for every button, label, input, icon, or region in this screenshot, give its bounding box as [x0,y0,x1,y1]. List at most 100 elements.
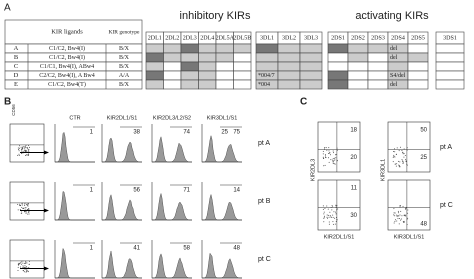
event-dot [328,147,330,149]
event-dot [18,264,20,266]
event-dot [394,220,396,222]
event-dot [25,261,27,263]
gene-cell [367,52,389,63]
event-dot [396,220,398,222]
cell-text: del [390,55,398,61]
event-dot [332,221,334,223]
quadrant-value: 18 [350,128,357,134]
gene-cell [163,79,182,90]
event-dot [25,147,27,149]
gene-cell [145,79,164,90]
event-dot [329,215,331,217]
event-dot [323,215,325,217]
percent-value: 1 [90,246,94,252]
gene-cell [215,43,234,54]
event-dot [23,266,25,268]
gene-name: 3DL1 [260,35,274,41]
gene-cell [145,70,164,81]
gene-cell [435,61,465,72]
event-dot [398,215,400,217]
histogram-axes [101,182,142,221]
event-dot [332,214,334,216]
event-dot [335,207,337,209]
event-dot [402,162,404,164]
event-dot [25,266,27,268]
gene-name: 3DL3 [304,35,318,41]
gene-name: 3DS1 [443,35,457,41]
gene-cell [277,79,301,90]
gene-cell [347,79,369,90]
event-dot [27,213,29,215]
event-dot [26,262,28,264]
event-dot [406,149,408,151]
event-dot [330,159,332,161]
gene-cell [180,70,199,81]
gene-cell [299,43,323,54]
row-id: C [14,63,18,70]
event-dot [335,211,337,213]
percent-value: 74 [183,130,190,136]
histogram [201,193,243,221]
event-dot [396,216,398,218]
gene-cell [215,70,234,81]
quadrant-value: 48 [420,222,427,228]
event-dot [322,208,324,210]
event-dot [21,204,23,206]
event-dot [404,154,406,156]
percent-value: 56 [133,188,140,194]
event-dot [19,204,21,206]
event-dot [28,153,30,155]
gene-cell [435,43,465,54]
row-label: pt A [258,140,270,147]
event-dot [329,211,331,213]
event-dot [403,220,405,222]
event-dot [26,154,28,156]
event-dot [24,211,26,213]
event-dot [328,216,330,218]
event-dot [324,164,326,166]
gene-cell [327,70,349,81]
event-dot [18,149,20,151]
gene-cell [233,61,252,72]
table-header [4,19,143,45]
event-dot [27,145,29,147]
histogram-axes [101,124,142,163]
event-dot [20,260,22,262]
gene-cell [367,43,389,54]
event-dot [20,262,22,264]
event-dot [24,148,26,150]
gene-cell [347,70,369,81]
histogram-axes [54,124,95,163]
event-dot [331,209,333,211]
histogram [151,192,193,221]
event-dot [18,263,20,265]
event-dot [24,271,26,273]
gene-cell [435,70,465,81]
gene-cell [180,79,199,90]
event-dot [405,158,407,160]
event-dot [331,205,333,207]
event-dot [399,166,401,168]
gene-cell [299,70,323,81]
gene-cell [145,61,164,72]
event-dot [335,205,337,207]
event-dot [17,203,19,205]
percent-value: 1 [90,188,94,194]
event-dot [323,165,325,167]
gene-cell [299,79,323,90]
histogram-axes [101,240,142,279]
row-genotype: A/A [119,73,130,79]
gene-cell [180,52,199,63]
gene-cell [347,61,369,72]
event-dot [398,166,400,168]
event-dot [336,204,338,206]
gene-cell [145,52,164,63]
event-dot [335,157,337,159]
event-dot [330,216,332,218]
event-dot [328,150,330,152]
event-dot [334,163,336,165]
event-dot [23,146,25,148]
event-dot [23,262,25,264]
gene-cell [198,79,217,90]
gene-cell [255,43,279,54]
